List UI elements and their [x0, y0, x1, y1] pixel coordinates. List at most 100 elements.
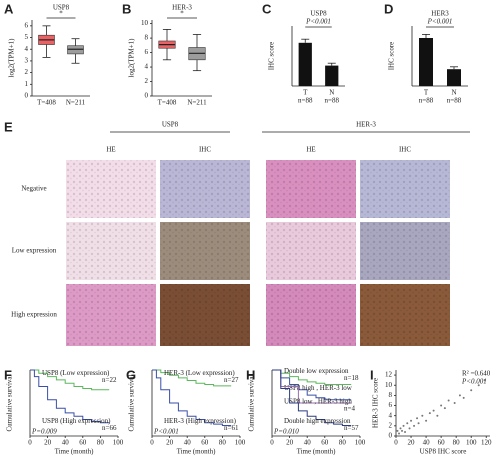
- n-label: n=88: [325, 97, 340, 105]
- chart-title: HER3: [431, 10, 449, 18]
- x-tick-label: 40: [304, 439, 312, 447]
- y-tick-label: 12: [385, 371, 393, 379]
- panel-letter: B: [122, 1, 131, 16]
- group-header: USP8: [162, 121, 179, 129]
- histology-texture: [66, 222, 156, 280]
- n-label: n=88: [447, 97, 462, 105]
- x-tick-label: 0: [394, 439, 398, 447]
- point: [399, 427, 402, 430]
- point: [440, 404, 443, 407]
- survival-curve: [272, 369, 352, 386]
- histology-texture: [360, 160, 450, 218]
- x-tick-label: 0: [150, 439, 154, 447]
- x-tick-label: 60: [201, 439, 209, 447]
- x-tick-label: 120: [481, 439, 492, 447]
- panel-letter: I: [370, 367, 374, 382]
- series-label: USP8 (High expression): [42, 417, 111, 425]
- p-value: P<0.001: [153, 428, 179, 436]
- point: [458, 394, 461, 397]
- point: [432, 409, 435, 412]
- y-axis-label: IHC score: [388, 42, 396, 71]
- point: [443, 407, 446, 410]
- panel-letter: C: [262, 1, 272, 16]
- n-label: n=66: [102, 424, 117, 432]
- y-tick-label: 10: [385, 381, 393, 389]
- survival-curve: [272, 369, 352, 401]
- r-squared: R² =0.640: [462, 370, 491, 378]
- survival-curve: [152, 369, 232, 387]
- y-tick-label: 5: [25, 33, 29, 41]
- x-tick-label: 60: [321, 439, 329, 447]
- x-axis-label: Time (month): [55, 448, 94, 456]
- histology-texture: [160, 284, 250, 346]
- row-header: Negative: [21, 185, 46, 193]
- chart-title: USP8: [53, 4, 70, 12]
- point: [406, 422, 409, 425]
- y-tick-label: 4: [145, 63, 149, 71]
- panel-letter: D: [384, 1, 393, 16]
- series-label: HER-3 (High expression): [164, 417, 237, 425]
- series-label: Double low expression: [284, 367, 349, 375]
- x-tick-label: 20: [44, 439, 52, 447]
- x-axis-label: Time (month): [177, 448, 216, 456]
- p-value: P=0.010: [273, 428, 299, 436]
- histology-texture: [360, 222, 450, 280]
- x-tick-label: 80: [219, 439, 227, 447]
- histology-texture: [266, 222, 356, 280]
- y-tick-label: 4: [25, 45, 29, 53]
- group-header: HER-3: [356, 121, 376, 129]
- x-tick-label: T: [424, 89, 429, 97]
- x-tick-label: N: [329, 89, 334, 97]
- column-header: HE: [106, 146, 115, 154]
- histology-texture: [266, 284, 356, 346]
- x-tick-label: T: [303, 89, 308, 97]
- row-header: High expression: [11, 311, 57, 319]
- point: [416, 417, 419, 420]
- histology-texture: [360, 284, 450, 346]
- x-tick-label: 80: [453, 439, 461, 447]
- x-tick-label: N=211: [187, 99, 207, 107]
- series-label: USP8 low , HER-3 high: [284, 397, 352, 405]
- x-tick-label: 0: [28, 439, 32, 447]
- x-tick-label: 40: [184, 439, 192, 447]
- n-label: n=4: [344, 404, 355, 412]
- histology-texture: [266, 160, 356, 218]
- panel-letter: G: [126, 367, 136, 382]
- point: [421, 414, 424, 417]
- point: [447, 399, 450, 402]
- n-label: n=22: [102, 376, 117, 384]
- p-value: P=0.009: [31, 428, 57, 436]
- bar: [325, 65, 339, 86]
- p-value: P<0.001: [427, 18, 453, 26]
- y-tick-label: 6: [25, 21, 29, 29]
- point: [401, 429, 404, 432]
- y-tick-label: 1: [25, 80, 29, 88]
- point: [410, 419, 413, 422]
- point: [396, 429, 399, 432]
- n-label: n=18: [344, 374, 359, 382]
- series-label: USP8 (Low expression): [42, 369, 110, 377]
- n-label: n=61: [224, 424, 239, 432]
- bar: [447, 69, 461, 86]
- significance: *: [180, 10, 184, 18]
- n-label: n=27: [224, 376, 239, 384]
- column-header: IHC: [399, 146, 411, 154]
- histology-texture: [66, 284, 156, 346]
- x-tick-label: 100: [113, 439, 124, 447]
- point: [428, 412, 431, 415]
- point: [408, 427, 411, 430]
- histology-texture: [160, 222, 250, 280]
- panel-letter: E: [4, 119, 13, 134]
- y-tick-label: 8: [389, 391, 393, 399]
- x-tick-label: T=408: [158, 99, 177, 107]
- panel-letter: H: [246, 367, 255, 382]
- point: [477, 384, 480, 387]
- y-tick-label: 2: [389, 421, 393, 429]
- x-tick-label: 60: [438, 439, 446, 447]
- n-label: n=88: [298, 97, 313, 105]
- point: [425, 419, 428, 422]
- p-value: P<0.001: [461, 378, 487, 386]
- point: [453, 402, 456, 404]
- p-value: P<0.001: [305, 18, 331, 26]
- column-header: IHC: [199, 146, 211, 154]
